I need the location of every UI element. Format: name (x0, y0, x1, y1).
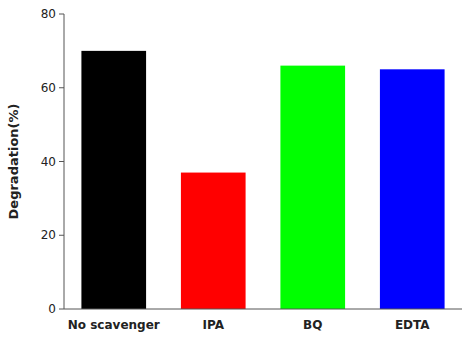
x-tick-label: EDTA (395, 318, 430, 332)
y-tick (59, 235, 64, 236)
y-axis-line (64, 14, 65, 309)
x-tick-label: BQ (303, 318, 322, 332)
x-tick-label: IPA (203, 318, 225, 332)
y-tick (59, 161, 64, 162)
bars (81, 51, 444, 309)
y-tick-label: 0 (48, 302, 56, 316)
chart-container: 0 20 40 60 80 No scavenger IPA BQ EDTA Degradatio… (0, 0, 474, 345)
bar (380, 69, 445, 309)
y-tick-label: 60 (41, 81, 56, 95)
x-tick-label: No scavenger (68, 318, 160, 332)
y-tick-label: 80 (41, 7, 56, 21)
chart-svg: 0 20 40 60 80 No scavenger IPA BQ EDTA Degradatio… (0, 0, 474, 345)
y-axis-label: Degradation(%) (6, 104, 21, 220)
x-axis-line (64, 309, 462, 310)
bar (81, 51, 146, 309)
bar (280, 66, 345, 309)
y-tick-label: 40 (41, 155, 56, 169)
bar (181, 173, 246, 309)
y-tick-label: 20 (41, 228, 56, 242)
y-tick (59, 14, 64, 15)
y-tick (59, 309, 64, 310)
y-tick (59, 87, 64, 88)
